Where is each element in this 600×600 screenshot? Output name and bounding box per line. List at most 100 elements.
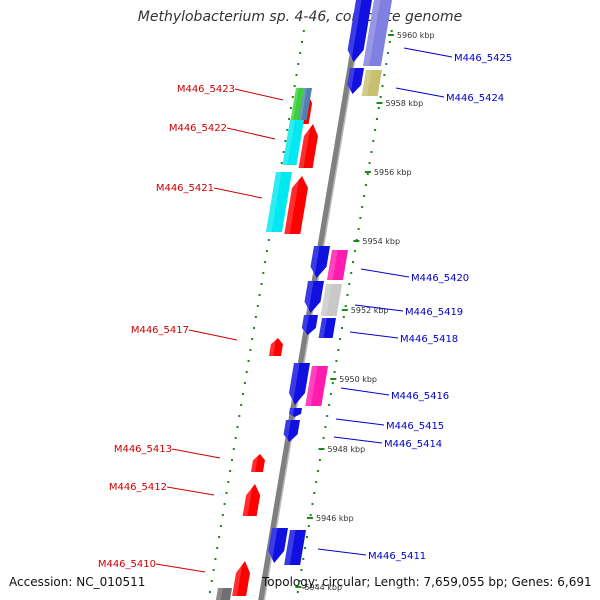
gene-label-left: M446_5422: [169, 123, 227, 134]
track-dot: [218, 536, 221, 538]
track-dot: [208, 591, 211, 593]
gene-label-connector: [340, 387, 390, 396]
track-dot: [236, 426, 239, 428]
track-dot: [247, 360, 250, 362]
track-dot: [223, 503, 226, 505]
track-dot: [258, 294, 261, 296]
gene-label-right: M446_5418: [400, 334, 458, 345]
gene-label-left: M446_5421: [156, 183, 214, 194]
track-dot: [353, 250, 356, 252]
gene-arrow-body: [268, 528, 288, 563]
gene-arrow-body: [288, 363, 310, 405]
track-dot: [331, 382, 334, 384]
gene-arrow-body: [215, 588, 232, 600]
track-dot: [376, 118, 378, 120]
gene-arrow-shine: [326, 250, 338, 280]
gene-arrow-body: [268, 338, 283, 356]
track-dot: [245, 371, 248, 373]
gene-label-right: M446_5419: [405, 307, 463, 318]
track-dot: [298, 580, 301, 582]
scale-tick-label: 5948 kbp: [328, 445, 366, 454]
track-dot: [221, 514, 224, 516]
gene-label-connector: [166, 486, 215, 496]
track-dot: [335, 360, 338, 362]
track-dot: [388, 41, 391, 43]
track-dot: [350, 272, 353, 274]
scale-tick-label: 5944 kbp: [304, 583, 342, 592]
track-dot: [301, 41, 303, 43]
gene-m446-5418-b: [318, 318, 336, 338]
track-dot: [242, 393, 244, 395]
scale-tick-label: 5952 kbp: [351, 306, 389, 315]
track-dot: [212, 569, 215, 571]
track-dot: [341, 327, 343, 329]
track-dot: [210, 580, 213, 582]
gene-arrow-body: [320, 284, 342, 316]
scale-ticks: 5960 kbp 5958 kbp 5956 kbp 5954 kbp 5952 kbp…: [295, 31, 435, 592]
track-dot: [214, 558, 217, 560]
gene-arrow-body: [265, 172, 292, 232]
gene-m446-5421-cyan: [265, 172, 292, 232]
gene-arrow-shine: [265, 172, 282, 232]
scale-tick-mark: [364, 171, 371, 173]
gene-arrow-shine: [320, 284, 332, 316]
gene-arrow-shine: [362, 0, 381, 66]
scale-tick-label: 5956 kbp: [374, 168, 412, 177]
track-dot: [317, 470, 319, 472]
gene-label-right: M446_5411: [368, 551, 426, 562]
gene-label-right: M446_5425: [454, 53, 512, 64]
gene-label-right: M446_5414: [384, 439, 442, 450]
gene-arrow-shine: [232, 561, 243, 596]
gene-m446-5412: [242, 484, 261, 516]
scale-tick-mark: [376, 102, 383, 104]
gene-m446-5424-olive: [361, 70, 382, 96]
track-dot: [357, 228, 360, 230]
track-dot: [295, 74, 298, 76]
gene-arrow-body: [301, 315, 318, 335]
gene-m446-5425-blue: [347, 0, 372, 62]
gene-arrow-shine: [268, 338, 277, 356]
track-dot: [329, 393, 332, 395]
track-dot: [346, 294, 349, 296]
gene-arrow-body: [362, 0, 392, 66]
track-dot: [342, 316, 345, 318]
gene-m446-5425-light: [362, 0, 392, 66]
track-dot: [368, 162, 371, 164]
track-dot: [286, 129, 289, 131]
track-dot: [352, 261, 354, 263]
track-dot: [216, 547, 219, 549]
track-dot: [302, 558, 305, 560]
gene-m446-5419-blue: [304, 281, 324, 313]
gene-arrow-body: [232, 561, 250, 596]
scale-tick-label: 5958 kbp: [386, 99, 424, 108]
track-dot: [309, 514, 312, 516]
scale-tick-label: 5954 kbp: [362, 237, 400, 246]
gene-arrow-shine: [242, 484, 253, 516]
gene-arrow-shine: [289, 408, 295, 417]
track-dot: [260, 283, 263, 285]
track-dot: [322, 437, 325, 439]
track-dot: [377, 107, 380, 109]
outer-dot-track: [296, 30, 393, 593]
gene-label-connector: [335, 418, 385, 426]
track-dot: [249, 349, 252, 351]
gene-arrow-body: [242, 484, 261, 516]
scale-tick-mark: [318, 448, 325, 450]
scale-tick-label: 5946 kbp: [316, 514, 354, 523]
gene-arrow-shine: [301, 315, 309, 335]
track-dot: [240, 404, 243, 406]
track-dot: [387, 52, 389, 54]
gene-arrow-shine: [284, 530, 296, 565]
track-dot: [318, 459, 321, 461]
gene-label-left: M446_5412: [109, 482, 167, 493]
gene-label-connector: [226, 127, 276, 140]
track-dot: [227, 481, 230, 483]
gene-m446-5424-blue: [347, 68, 364, 94]
gene-label-connector: [360, 268, 410, 278]
scale-tick-label: 5950 kbp: [339, 375, 377, 384]
gene-arrow-body: [347, 68, 364, 94]
track-dot: [339, 338, 342, 340]
gene-m446-5415: [289, 408, 302, 417]
gene-m446-5418-a: [301, 315, 318, 335]
